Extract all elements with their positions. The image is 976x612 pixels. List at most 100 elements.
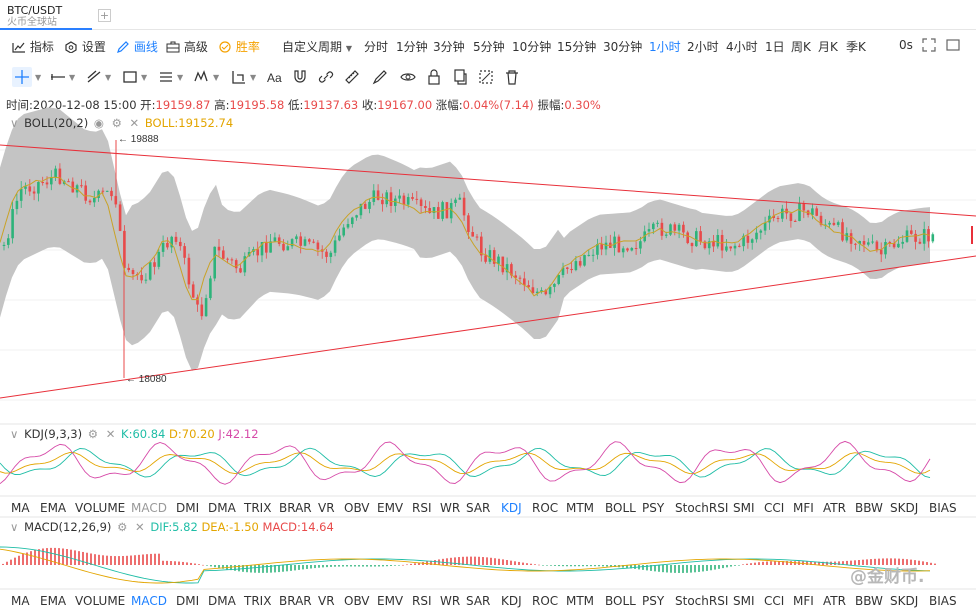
custom-period-dropdown[interactable]: 自定义周期 ▼ bbox=[282, 40, 352, 54]
fullscreen-icon[interactable] bbox=[922, 38, 936, 55]
indicator-emv[interactable]: EMV bbox=[377, 594, 404, 608]
indicator-smi[interactable]: SMI bbox=[733, 501, 755, 515]
period-11[interactable]: 周K bbox=[791, 40, 811, 54]
gear-icon[interactable]: ⚙ bbox=[117, 520, 128, 534]
indicator-bbw[interactable]: BBW bbox=[855, 501, 883, 515]
indicator-obv[interactable]: OBV bbox=[344, 594, 370, 608]
indicator-mtm[interactable]: MTM bbox=[566, 594, 595, 608]
text-tool-icon[interactable]: Aa bbox=[264, 67, 284, 87]
copy-icon[interactable] bbox=[450, 67, 470, 87]
period-13[interactable]: 季K bbox=[846, 40, 866, 54]
indicator-mtm[interactable]: MTM bbox=[566, 501, 595, 515]
indicator-trix[interactable]: TRIX bbox=[244, 594, 272, 608]
indicator-skdj[interactable]: SKDJ bbox=[890, 594, 919, 608]
close-icon[interactable]: ✕ bbox=[105, 427, 116, 441]
period-9[interactable]: 4小时 bbox=[726, 40, 758, 54]
indicator-wr[interactable]: WR bbox=[440, 501, 461, 515]
indicator-mfi[interactable]: MFI bbox=[793, 594, 814, 608]
indicators-button[interactable]: 指标 bbox=[12, 38, 54, 55]
indicator-cci[interactable]: CCI bbox=[764, 501, 785, 515]
period-4[interactable]: 10分钟 bbox=[512, 40, 552, 54]
draw-lines-button[interactable]: 画线 bbox=[116, 38, 158, 55]
indicator-ma[interactable]: MA bbox=[11, 594, 30, 608]
indicator-rsi[interactable]: RSI bbox=[412, 594, 432, 608]
trendline-lower[interactable] bbox=[0, 255, 976, 399]
period-7[interactable]: 1小时 bbox=[649, 40, 681, 54]
indicator-atr[interactable]: ATR bbox=[823, 501, 846, 515]
indicator-boll[interactable]: BOLL bbox=[605, 501, 636, 515]
ruler-icon[interactable] bbox=[342, 67, 362, 87]
indicator-dmi[interactable]: DMI bbox=[176, 501, 200, 515]
indicator-bias[interactable]: BIAS bbox=[929, 594, 957, 608]
indicator-obv[interactable]: OBV bbox=[344, 501, 370, 515]
period-0[interactable]: 分时 bbox=[364, 40, 389, 54]
gear-icon[interactable]: ⚙ bbox=[87, 427, 99, 441]
indicator-trix[interactable]: TRIX bbox=[244, 501, 272, 515]
indicator-smi[interactable]: SMI bbox=[733, 594, 755, 608]
indicator-skdj[interactable]: SKDJ bbox=[890, 501, 919, 515]
indicator-brar[interactable]: BRAR bbox=[279, 594, 312, 608]
indicator-dma[interactable]: DMA bbox=[208, 501, 236, 515]
horizontal-line-icon[interactable] bbox=[48, 67, 68, 87]
winrate-button[interactable]: 胜率 bbox=[218, 38, 260, 55]
period-5[interactable]: 15分钟 bbox=[557, 40, 597, 54]
settings-button[interactable]: 设置 bbox=[64, 38, 106, 55]
indicator-ema[interactable]: EMA bbox=[40, 501, 67, 515]
indicator-dmi[interactable]: DMI bbox=[176, 594, 200, 608]
indicator-ma[interactable]: MA bbox=[11, 501, 30, 515]
indicator-kdj[interactable]: KDJ bbox=[501, 501, 522, 515]
gear-icon[interactable]: ⚙ bbox=[111, 116, 122, 130]
period-8[interactable]: 2小时 bbox=[687, 40, 719, 54]
period-1[interactable]: 1分钟 bbox=[396, 40, 428, 54]
collapse-icon[interactable]: ∨ bbox=[10, 427, 19, 441]
close-icon[interactable]: ✕ bbox=[129, 116, 140, 130]
indicator-volume[interactable]: VOLUME bbox=[75, 594, 126, 608]
trend-line-icon[interactable] bbox=[84, 67, 104, 87]
indicator-macd[interactable]: MACD bbox=[131, 501, 167, 515]
parallel-lines-icon[interactable] bbox=[156, 67, 176, 87]
indicator-atr[interactable]: ATR bbox=[823, 594, 846, 608]
collapse-icon[interactable]: ∨ bbox=[10, 116, 19, 130]
period-6[interactable]: 30分钟 bbox=[603, 40, 643, 54]
window-icon[interactable] bbox=[946, 38, 960, 55]
indicator-volume[interactable]: VOLUME bbox=[75, 501, 126, 515]
indicator-wr[interactable]: WR bbox=[440, 594, 461, 608]
indicator-boll[interactable]: BOLL bbox=[605, 594, 636, 608]
indicator-kdj[interactable]: KDJ bbox=[501, 594, 522, 608]
collapse-icon[interactable]: ∨ bbox=[10, 520, 19, 534]
indicator-psy[interactable]: PSY bbox=[642, 594, 665, 608]
indicator-ema[interactable]: EMA bbox=[40, 594, 67, 608]
indicator-mfi[interactable]: MFI bbox=[793, 501, 814, 515]
crosshair-icon[interactable] bbox=[12, 67, 32, 87]
indicator-cci[interactable]: CCI bbox=[764, 594, 785, 608]
brush-icon[interactable] bbox=[370, 67, 390, 87]
indicator-bbw[interactable]: BBW bbox=[855, 594, 883, 608]
close-icon[interactable]: ✕ bbox=[135, 520, 145, 534]
lock-icon[interactable] bbox=[424, 67, 444, 87]
period-12[interactable]: 月K bbox=[818, 40, 838, 54]
indicator-emv[interactable]: EMV bbox=[377, 501, 404, 515]
indicator-stochrsi[interactable]: StochRSI bbox=[675, 594, 729, 608]
trendline-upper[interactable] bbox=[0, 144, 976, 217]
indicator-roc[interactable]: ROC bbox=[532, 594, 559, 608]
add-tab-button[interactable]: + bbox=[98, 9, 111, 22]
eye-icon[interactable]: ◉ bbox=[93, 116, 104, 130]
period-3[interactable]: 5分钟 bbox=[473, 40, 505, 54]
indicator-roc[interactable]: ROC bbox=[532, 501, 559, 515]
eye-settings-icon[interactable] bbox=[398, 67, 418, 87]
period-10[interactable]: 1日 bbox=[765, 40, 785, 54]
indicator-brar[interactable]: BRAR bbox=[279, 501, 312, 515]
magnet-icon[interactable] bbox=[290, 67, 310, 87]
indicator-bias[interactable]: BIAS bbox=[929, 501, 957, 515]
indicator-sar[interactable]: SAR bbox=[466, 501, 491, 515]
advanced-button[interactable]: 高级 bbox=[166, 38, 208, 55]
measure-icon[interactable] bbox=[229, 67, 249, 87]
trash-icon[interactable] bbox=[502, 67, 522, 87]
period-2[interactable]: 3分钟 bbox=[433, 40, 465, 54]
indicator-vr[interactable]: VR bbox=[318, 501, 335, 515]
indicator-macd[interactable]: MACD bbox=[131, 594, 167, 608]
indicator-rsi[interactable]: RSI bbox=[412, 501, 432, 515]
hide-drawings-icon[interactable] bbox=[476, 67, 496, 87]
rectangle-icon[interactable] bbox=[120, 67, 140, 87]
